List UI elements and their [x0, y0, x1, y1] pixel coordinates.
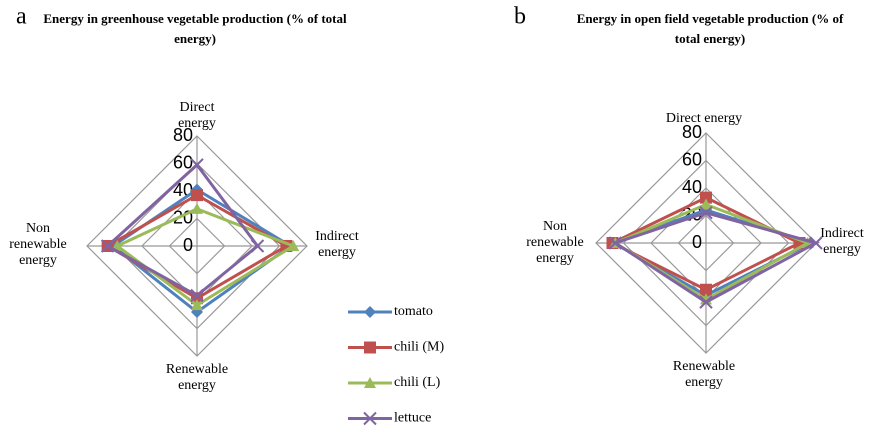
- chart-title: Energy in greenhouse vegetable productio…: [43, 11, 347, 46]
- tick-label: 60: [682, 149, 702, 169]
- legend-label: chili (L): [394, 375, 441, 390]
- panel-label: b: [514, 4, 526, 30]
- axis-label: Non renewable energy: [9, 221, 67, 268]
- data-point: [699, 295, 713, 309]
- tick-label: 80: [682, 122, 702, 142]
- legend-label: chili (M): [394, 340, 444, 355]
- data-point: [190, 158, 204, 172]
- data-point: [250, 239, 265, 253]
- legend-marker: [364, 306, 376, 318]
- legend-marker: [364, 377, 376, 388]
- legend-label: lettuce: [394, 411, 431, 426]
- data-point: [191, 202, 203, 214]
- data-point: [191, 299, 203, 311]
- axis-label: Non renewable energy: [526, 219, 584, 266]
- data-point: [700, 198, 712, 210]
- legend-marker: [363, 411, 377, 426]
- tick-label: 60: [173, 152, 193, 172]
- tick-label: 80: [173, 125, 193, 145]
- data-point: [699, 206, 713, 220]
- axis-label: Indirect energy: [315, 229, 359, 260]
- axis-label: Renewable energy: [673, 359, 735, 390]
- data-point: [190, 288, 204, 303]
- data-point: [191, 189, 203, 202]
- data-point: [809, 236, 823, 250]
- legend-marker: [364, 341, 376, 354]
- panel-label: a: [16, 4, 27, 30]
- data-point: [700, 283, 712, 296]
- tick-label: 0: [692, 232, 702, 252]
- axis-label: Direct energy: [178, 100, 216, 131]
- data-point: [608, 236, 622, 250]
- axis-label: Direct energy: [666, 111, 742, 126]
- tick-label: 0: [183, 235, 193, 255]
- axis-label: Renewable energy: [166, 362, 228, 393]
- data-point: [700, 191, 712, 204]
- axis-label: Indirect energy: [820, 226, 864, 257]
- legend-label: tomato: [394, 304, 433, 319]
- chart-title: Energy in open field vegetable productio…: [577, 11, 844, 46]
- data-point: [100, 239, 115, 253]
- data-point: [287, 240, 300, 251]
- tick-label: 40: [682, 177, 702, 197]
